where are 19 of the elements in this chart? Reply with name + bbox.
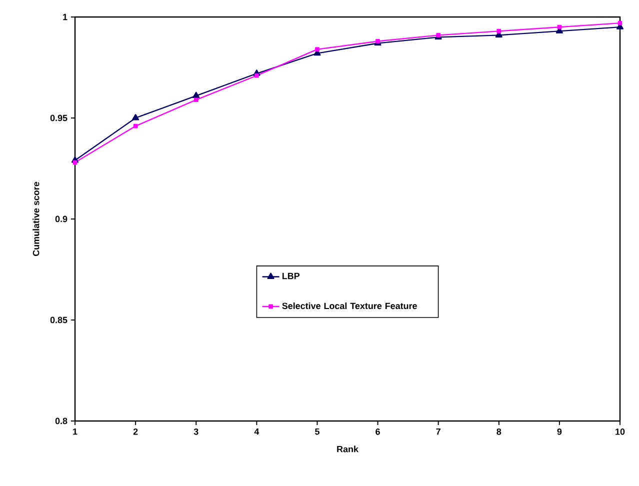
x-tick-label: 1 xyxy=(73,428,78,435)
y-tick-label: 0.85 xyxy=(50,316,68,324)
y-tick-label: 1 xyxy=(63,14,68,20)
y-axis-title: Cumulative score xyxy=(32,182,40,256)
x-tick-label: 10 xyxy=(616,428,625,435)
y-tick-label: 0.8 xyxy=(55,418,68,424)
legend-label: LBP xyxy=(282,272,300,280)
x-tick-label: 2 xyxy=(133,428,138,435)
x-tick-label: 5 xyxy=(315,428,320,435)
y-tick-label: 0.9 xyxy=(55,216,68,222)
y-tick-label: 0.95 xyxy=(50,114,68,122)
x-tick-label: 4 xyxy=(254,428,260,435)
legend-label: Selective Local Texture Feature xyxy=(282,302,417,310)
x-tick-label: 3 xyxy=(194,428,198,435)
x-axis-title: Rank xyxy=(337,446,358,452)
x-tick-label: 8 xyxy=(496,428,502,435)
x-tick-label: 7 xyxy=(436,428,440,435)
x-tick-label: 6 xyxy=(376,428,380,435)
x-tick-label: 9 xyxy=(557,428,562,435)
